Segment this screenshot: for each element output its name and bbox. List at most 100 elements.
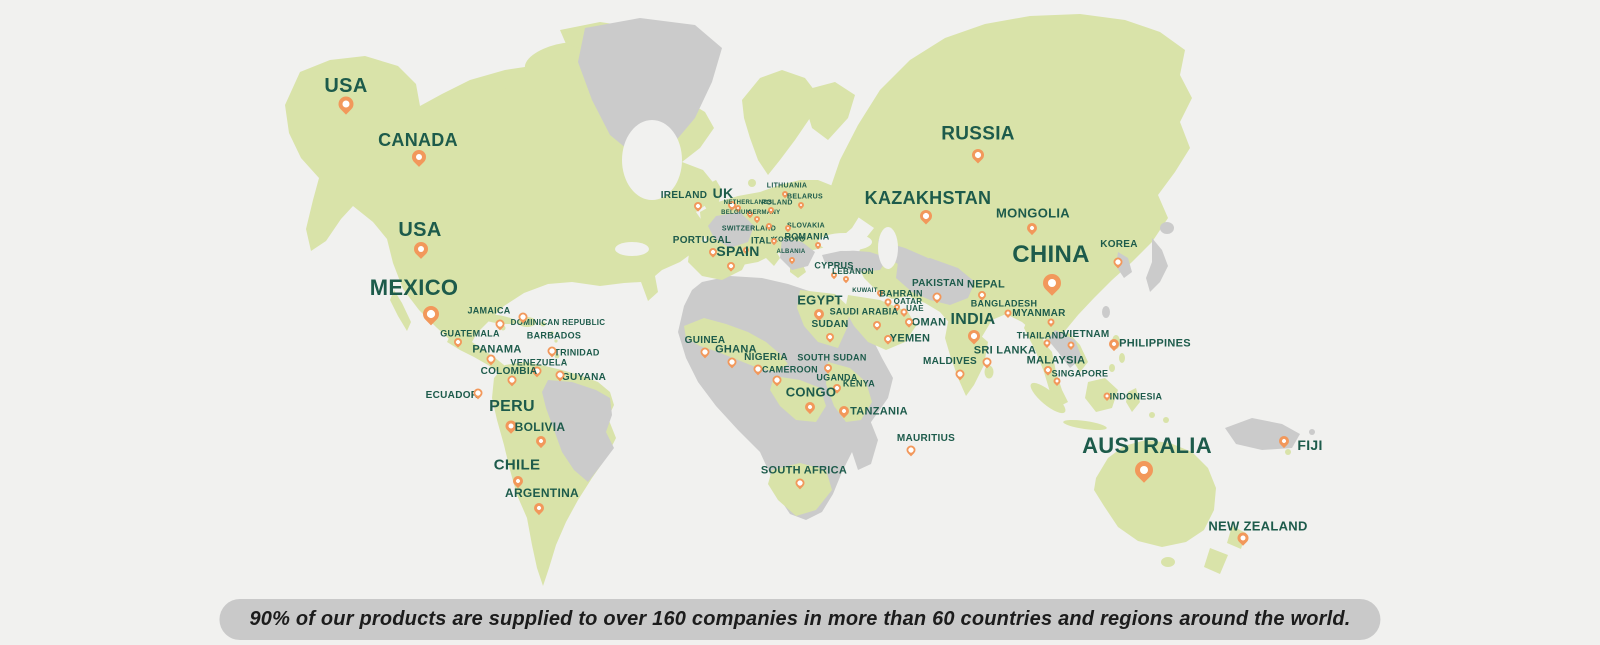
country-label-lebanon: LEBANON — [832, 267, 874, 276]
land-shape — [1119, 353, 1125, 363]
land-shape — [1102, 306, 1110, 318]
country-label-netherlands: NETHERLANDS — [723, 200, 773, 206]
country-label-mauritius: MAURITIUS — [896, 433, 956, 444]
land-shape — [1160, 222, 1174, 234]
location-pin-icon-mongolia — [1024, 220, 1040, 236]
country-label-thailand: THAILAND — [1016, 330, 1066, 341]
land-shape — [742, 70, 818, 175]
location-pin-icon-belarus — [796, 200, 806, 210]
land-shape — [540, 321, 546, 327]
location-pin-icon-argentina — [531, 500, 547, 516]
land-shape — [797, 290, 850, 348]
location-pin-icon-kazakhstan — [917, 207, 935, 225]
location-pin-icon-mexico — [419, 302, 443, 326]
country-label-bahrain: BAHRAIN — [879, 288, 923, 299]
land-shape — [684, 318, 788, 372]
map-caption-text: 90% of our products are supplied to over… — [249, 608, 1351, 630]
land-shape — [1085, 378, 1118, 412]
country-label-ghana: GHANA — [715, 343, 757, 356]
country-label-jamaica: JAMAICA — [467, 305, 511, 316]
country-label-south-africa: SOUTH AFRICA — [760, 464, 848, 477]
location-pin-icon-fiji — [1276, 433, 1292, 449]
country-label-chile: CHILE — [493, 456, 541, 474]
land-shape — [748, 179, 756, 187]
country-label-trinidad: TRINIDAD — [554, 347, 600, 358]
country-label-poland: POLAND — [761, 199, 793, 207]
country-label-bangladesh: BANGLADESH — [970, 298, 1038, 309]
land-shape — [1146, 238, 1168, 292]
country-label-sri-lanka: SRI LANKA — [973, 344, 1037, 357]
land-shape — [554, 353, 560, 359]
country-label-egypt: EGYPT — [797, 292, 843, 308]
location-pin-icon-cameroon — [770, 373, 784, 387]
land-shape — [768, 463, 832, 516]
country-label-tanzania: TANZANIA — [850, 405, 908, 418]
location-pin-icon-mauritius — [904, 443, 918, 457]
location-pin-icon-russia — [969, 146, 987, 164]
land-shape — [1094, 440, 1216, 547]
location-pin-icon-south-africa — [793, 476, 807, 490]
country-label-uganda: UGANDA — [816, 372, 858, 383]
location-pin-icon-spain — [725, 260, 737, 272]
country-label-kuwait: KUWAIT — [852, 288, 878, 294]
country-label-argentina: ARGENTINA — [504, 486, 580, 500]
country-label-vietnam: VIETNAM — [1062, 329, 1110, 340]
land-shape — [702, 180, 722, 214]
location-pin-icon-lebanon — [841, 274, 851, 284]
location-pin-icon-sudan — [824, 331, 836, 343]
location-pin-icon-germany — [752, 214, 762, 224]
location-pin-icon-pakistan — [930, 290, 944, 304]
country-label-mongolia: MONGOLIA — [996, 205, 1070, 221]
land-shape — [615, 242, 649, 256]
land-shape — [554, 339, 558, 343]
country-label-uae: UAE — [906, 304, 924, 313]
country-label-yemen: YEMEN — [889, 332, 931, 345]
land-shape — [622, 120, 682, 200]
location-pin-icon-romania — [813, 240, 823, 250]
country-label-nigeria: NIGERIA — [744, 352, 788, 363]
location-pin-icon-vietnam — [1066, 340, 1076, 350]
land-shape — [1309, 429, 1315, 435]
land-shape — [550, 331, 554, 335]
inland-seas — [615, 120, 898, 269]
country-label-myanmar: MYANMAR — [1012, 308, 1066, 319]
location-pin-icon-india — [965, 327, 983, 345]
country-label-cameroon: CAMEROON — [762, 364, 818, 375]
land-shape — [1285, 449, 1291, 455]
land-shape — [1036, 338, 1068, 406]
country-label-switzerland: SWITZERLAND — [721, 225, 777, 233]
country-label-maldives: MALDIVES — [922, 356, 978, 367]
land-shape — [542, 380, 614, 482]
country-label-india: INDIA — [950, 311, 996, 328]
land-shape — [1163, 417, 1169, 423]
land-shape — [447, 330, 510, 373]
country-label-nepal: NEPAL — [967, 278, 1005, 291]
location-pin-icon-ghana — [725, 355, 739, 369]
land-shape — [805, 82, 855, 140]
country-label-kenya: KENYA — [842, 378, 876, 389]
location-pin-icon-sri-lanka — [980, 355, 994, 369]
country-label-guinea: GUINEA — [684, 335, 726, 346]
location-pin-icon-guinea — [698, 345, 712, 359]
country-label-uk: UK — [712, 185, 734, 201]
map-caption-pill: 90% of our products are supplied to over… — [219, 599, 1381, 640]
location-pin-icon-ireland — [692, 200, 704, 212]
country-label-venezuela: VENEZUELA — [510, 357, 568, 368]
country-label-new-zealand: NEW ZEALAND — [1208, 518, 1308, 534]
land-shape — [1161, 557, 1175, 567]
country-label-germany: GERMANY — [747, 210, 781, 216]
country-label-belgium: BELGIUM — [721, 210, 751, 216]
location-pin-icon-canada — [409, 147, 429, 167]
land-shape — [1063, 419, 1107, 431]
country-label-malaysia: MALAYSIA — [1026, 354, 1086, 367]
location-pin-icon-maldives — [953, 367, 967, 381]
land-shape — [688, 240, 750, 280]
location-pin-icon-australia — [1131, 457, 1157, 483]
land-shape — [984, 365, 994, 379]
country-label-peru: PERU — [489, 398, 535, 415]
land-shape — [390, 290, 411, 331]
location-pin-icon-tanzania — [836, 403, 852, 419]
country-label-barbados: BARBADOS — [526, 330, 582, 341]
location-pin-icon-saudi-arabia — [871, 319, 883, 331]
